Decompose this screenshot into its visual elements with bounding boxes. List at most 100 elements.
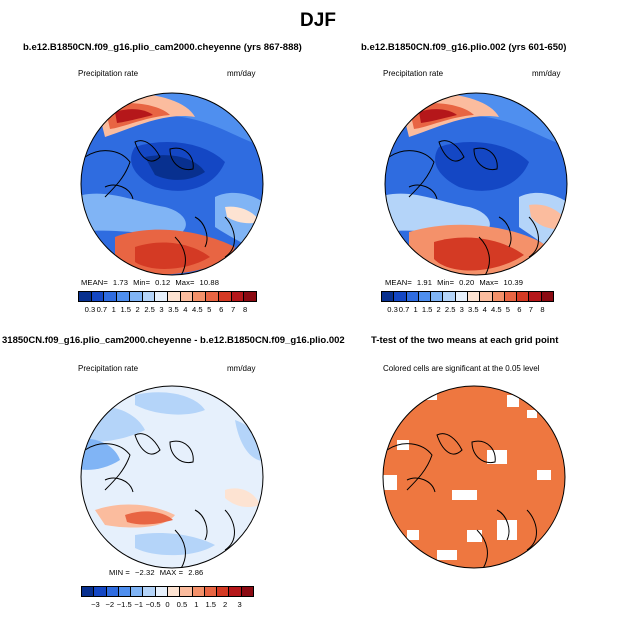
colorbar-swatch — [106, 587, 119, 596]
colorbar-swatch — [118, 587, 132, 596]
colorbar-tick-label: 3.5 — [168, 305, 179, 314]
colorbar-swatch — [104, 292, 118, 301]
colorbar-swatch — [217, 587, 230, 596]
colorbar-swatch — [218, 292, 232, 301]
colorbar-tick-label: 3 — [459, 305, 464, 314]
colorbar-tick-label: −1 — [134, 600, 143, 609]
colorbar-tick-label: 7 — [528, 305, 534, 314]
colorbar-tick-label: 0.5 — [176, 600, 188, 609]
colorbar-swatch — [193, 292, 207, 301]
panel1-colorbar-labels: 0.3 0.7 1 1.5 2 2.5 3 3.5 4 4.5 5 6 7 8 — [78, 305, 257, 315]
panel2-stats: MEAN= 1.91 Min= 0.20 Max= 10.39 — [385, 278, 524, 287]
panel3-stats: MIN = −2.32 MAX = 2.86 — [109, 568, 204, 577]
panel3-variable: Precipitation rate — [78, 364, 139, 373]
colorbar-swatch — [517, 292, 530, 301]
colorbar-tick-label: 1 — [111, 305, 116, 314]
colorbar-swatch — [229, 587, 242, 596]
colorbar-swatch — [529, 292, 542, 301]
panel3-units: mm/day — [227, 364, 256, 373]
colorbar-tick-label: 2 — [223, 600, 228, 609]
panel2-polar-map — [384, 92, 568, 276]
colorbar-swatch — [129, 292, 143, 301]
colorbar-swatch — [241, 587, 253, 596]
panel3-difference-map — [80, 385, 264, 569]
colorbar-tick-label: 1.5 — [120, 305, 131, 314]
colorbar-swatch — [91, 292, 105, 301]
colorbar-tick-label: 6 — [219, 305, 224, 314]
panel3-colorbar — [81, 586, 254, 597]
colorbar-swatch — [192, 587, 205, 596]
colorbar-tick-label: 3 — [237, 600, 242, 609]
colorbar-tick-label: 1 — [194, 600, 199, 609]
colorbar-swatch — [431, 292, 444, 301]
colorbar-swatch — [82, 587, 95, 596]
colorbar-swatch — [94, 587, 107, 596]
panel1-polar-map — [80, 92, 264, 276]
colorbar-swatch — [117, 292, 130, 301]
colorbar-tick-label: 8 — [540, 305, 545, 314]
colorbar-swatch — [480, 292, 493, 301]
colorbar-swatch — [155, 587, 168, 596]
colorbar-tick-label: 6 — [517, 305, 522, 314]
panel2-colorbar — [381, 291, 554, 302]
panel1-title: b.e12.B1850CN.f09_g16.plio_cam2000.cheye… — [23, 42, 302, 53]
colorbar-tick-label: 4 — [482, 305, 487, 314]
colorbar-swatch — [206, 292, 219, 301]
colorbar-tick-label: 0.3 — [387, 305, 398, 314]
colorbar-swatch — [504, 292, 518, 301]
colorbar-tick-label: 1 — [413, 305, 418, 314]
panel4-title: T-test of the two means at each grid poi… — [371, 335, 559, 346]
colorbar-tick-label: 2.5 — [444, 305, 456, 314]
colorbar-tick-label: 3 — [159, 305, 164, 314]
colorbar-swatch — [143, 587, 156, 596]
colorbar-swatch — [455, 292, 468, 301]
panel2-units: mm/day — [532, 69, 561, 78]
colorbar-tick-label: −1.5 — [116, 600, 132, 609]
panel2-variable: Precipitation rate — [383, 69, 444, 78]
colorbar-tick-label: −2 — [105, 600, 115, 609]
colorbar-tick-label: 2 — [436, 305, 441, 314]
colorbar-swatch — [168, 292, 181, 301]
colorbar-tick-label: 4.5 — [491, 305, 502, 314]
colorbar-tick-label: 0 — [165, 600, 170, 609]
colorbar-swatch — [204, 587, 218, 596]
panel2-colorbar-labels: 0.3 0.7 1 1.5 2 2.5 3 3.5 4 4.5 5 6 7 8 — [381, 305, 554, 315]
panel1-variable: Precipitation rate — [78, 69, 139, 78]
colorbar-swatch — [492, 292, 505, 301]
colorbar-swatch — [418, 292, 432, 301]
colorbar-tick-label: 2 — [135, 305, 140, 314]
colorbar-tick-label: 1.5 — [205, 600, 217, 609]
colorbar-tick-label: 4.5 — [192, 305, 203, 314]
colorbar-tick-label: 2.5 — [144, 305, 155, 314]
panel1-stats: MEAN= 1.73 Min= 0.12 Max= 10.88 — [81, 278, 220, 287]
panel3-title: 31850CN.f09_g16.plio_cam2000.cheyenne - … — [2, 335, 345, 346]
panel2-title: b.e12.B1850CN.f09_g16.plio.002 (yrs 601-… — [361, 42, 567, 53]
panel3-colorbar-labels: −3 −2 −1.5 −1 −0.5 0 0.5 1 1.5 2 3 — [81, 600, 254, 610]
panel1-colorbar — [78, 291, 257, 302]
colorbar-tick-label: 5 — [505, 305, 510, 314]
colorbar-tick-label: −3 — [91, 600, 100, 609]
figure-title: DJF — [300, 10, 336, 31]
colorbar-tick-label: 5 — [207, 305, 212, 314]
colorbar-swatch — [167, 587, 181, 596]
colorbar-swatch — [155, 292, 169, 301]
colorbar-swatch — [382, 292, 395, 301]
colorbar-swatch — [244, 292, 257, 301]
colorbar-tick-label: 0.3 — [84, 305, 96, 314]
colorbar-swatch — [79, 292, 92, 301]
colorbar-swatch — [231, 292, 245, 301]
colorbar-tick-label: −0.5 — [145, 600, 161, 609]
colorbar-swatch — [180, 587, 193, 596]
colorbar-swatch — [406, 292, 419, 301]
panel1-units: mm/day — [227, 69, 256, 78]
panel4-significance-map — [382, 385, 566, 569]
colorbar-tick-label: 1.5 — [421, 305, 433, 314]
colorbar-tick-label: 7 — [231, 305, 236, 314]
colorbar-tick-label: 8 — [242, 305, 248, 314]
colorbar-tick-label: 3.5 — [467, 305, 479, 314]
colorbar-swatch — [131, 587, 144, 596]
colorbar-tick-label: 0.7 — [96, 305, 108, 314]
colorbar-swatch — [394, 292, 407, 301]
colorbar-swatch — [443, 292, 456, 301]
colorbar-tick-label: 4 — [183, 305, 188, 314]
